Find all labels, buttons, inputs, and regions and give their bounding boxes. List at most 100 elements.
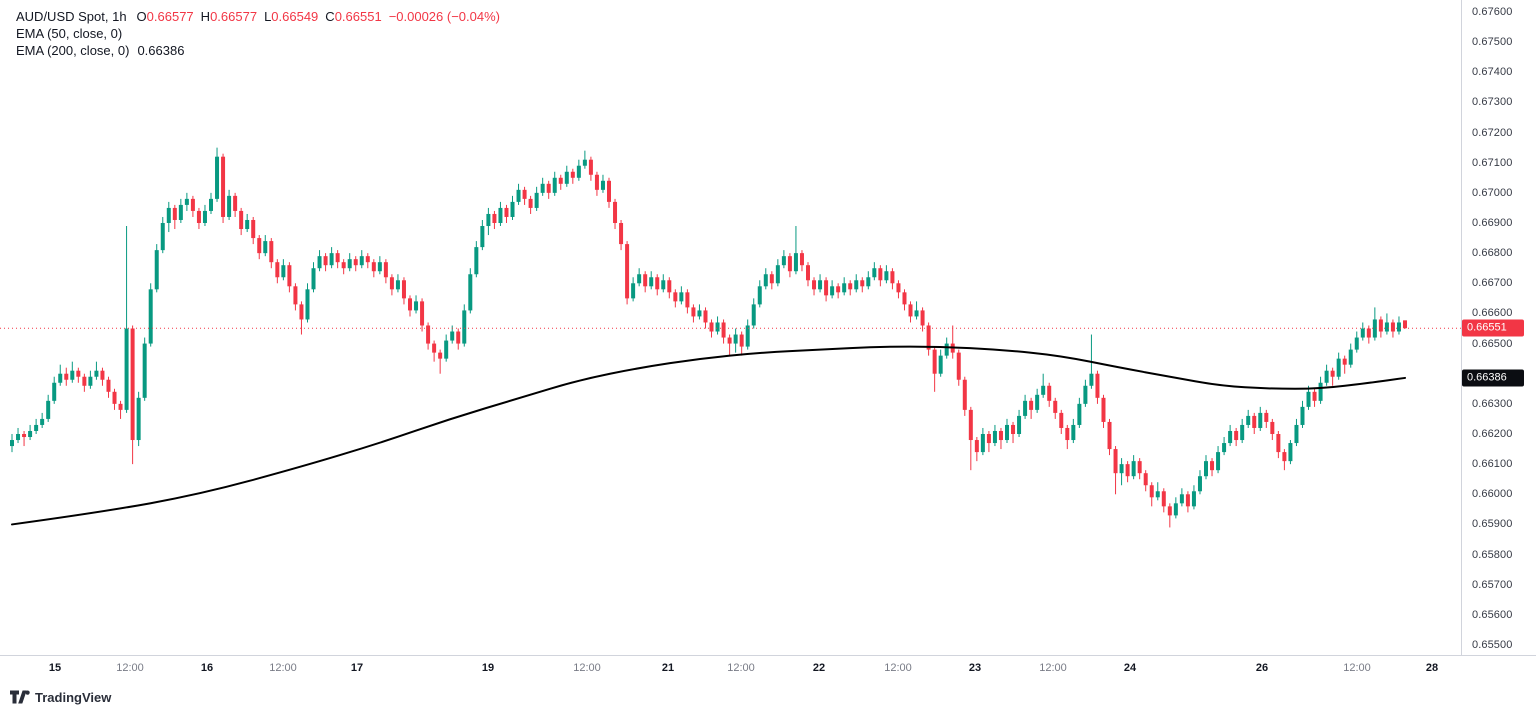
candle (317, 250, 322, 272)
price-axis-label: 0.66600 (1472, 307, 1513, 320)
ema200-value: 0.66386 (137, 43, 185, 58)
price-axis-label: 0.65900 (1472, 518, 1513, 531)
candle (896, 280, 901, 299)
candle (130, 325, 135, 465)
candle (1185, 491, 1190, 513)
candle (1234, 427, 1239, 447)
candle (564, 165, 569, 187)
symbol-title[interactable]: AUD/USD Spot, 1h (16, 9, 127, 24)
candle (94, 361, 99, 380)
candle (1228, 424, 1233, 447)
ohlc-low: L0.66549 (264, 9, 319, 24)
candle (643, 271, 648, 293)
candle (46, 394, 51, 422)
candle (1113, 446, 1118, 495)
candle (474, 241, 479, 278)
candle (1173, 497, 1178, 519)
candle (1035, 388, 1040, 413)
price-axis-label: 0.66300 (1472, 397, 1513, 410)
candle (1155, 482, 1160, 501)
candle (209, 192, 213, 214)
candle (594, 171, 599, 196)
candle (950, 325, 955, 359)
candle (709, 319, 714, 338)
candle (341, 259, 346, 275)
candle (1342, 355, 1347, 374)
price-axis-label: 0.66900 (1472, 217, 1513, 229)
candle (769, 271, 774, 290)
candle (932, 346, 937, 392)
candle (558, 174, 563, 190)
candle (166, 201, 171, 233)
price-axis-label: 0.65800 (1472, 548, 1513, 561)
candle (486, 207, 491, 236)
price-axis-label: 0.66500 (1472, 337, 1513, 350)
ema50-legend-row[interactable]: EMA (50, close, 0) (16, 25, 500, 42)
candle (269, 238, 274, 269)
candle (1330, 367, 1335, 386)
candle (745, 319, 750, 350)
candle (854, 274, 859, 293)
time-axis-label: 16 (200, 662, 214, 674)
candle (631, 277, 636, 302)
candle (890, 268, 895, 290)
candle (667, 277, 672, 299)
candle (1071, 418, 1076, 444)
candle (751, 298, 756, 329)
candle (884, 265, 889, 284)
candle (124, 226, 129, 413)
candle (82, 373, 87, 392)
candle (293, 283, 298, 311)
candle (661, 274, 666, 293)
symbol-legend-row[interactable]: AUD/USD Spot, 1h O0.66577 H0.66577 L0.66549… (16, 8, 500, 25)
candle (956, 349, 961, 386)
candle (444, 334, 449, 362)
candle (613, 198, 618, 230)
price-axis-label: 0.67200 (1472, 126, 1513, 139)
candle (40, 412, 45, 428)
candle (329, 247, 334, 269)
time-axis-label: 19 (481, 662, 495, 674)
candle (733, 328, 738, 353)
candle (142, 337, 147, 401)
candle (426, 322, 431, 350)
candle (70, 361, 75, 383)
candle (227, 189, 232, 220)
candle (100, 367, 105, 386)
candle (715, 316, 720, 335)
time-axis-label: 22 (812, 662, 826, 674)
time-axis-label: 12:00 (1343, 662, 1371, 674)
candle (974, 437, 979, 462)
candle (812, 277, 817, 296)
candle (1318, 376, 1323, 404)
candle (1378, 316, 1383, 338)
candle (1360, 322, 1365, 341)
candle (763, 268, 768, 290)
price-axis-label: 0.67400 (1472, 66, 1513, 79)
candle (335, 250, 340, 269)
candle (311, 262, 316, 293)
candle (968, 406, 973, 471)
candle (112, 388, 117, 410)
tradingview-watermark[interactable]: TradingView (10, 689, 111, 705)
candle (908, 301, 913, 323)
candle (655, 274, 660, 296)
time-axis-label: 12:00 (727, 662, 755, 674)
ema50-label: EMA (50, close, 0) (16, 26, 123, 41)
ohlc-open: O0.66577 (136, 9, 194, 24)
candle (679, 286, 684, 305)
ema200-legend-row[interactable]: EMA (200, close, 0) 0.66386 (16, 42, 500, 59)
time-axis[interactable]: 15 12:00 16 12:00 17 19 12:00 21 12:00 22 12:00 23 1… (0, 655, 1536, 685)
candle (793, 226, 798, 275)
candle (1101, 394, 1106, 428)
candle (818, 274, 823, 293)
candle (546, 180, 551, 199)
candle (1011, 421, 1016, 444)
candle (1065, 424, 1070, 450)
candle (456, 328, 461, 350)
price-axis-label: 0.66100 (1472, 458, 1513, 471)
candle (154, 244, 159, 293)
candle (739, 331, 744, 356)
time-axis-label: 28 (1425, 662, 1439, 674)
